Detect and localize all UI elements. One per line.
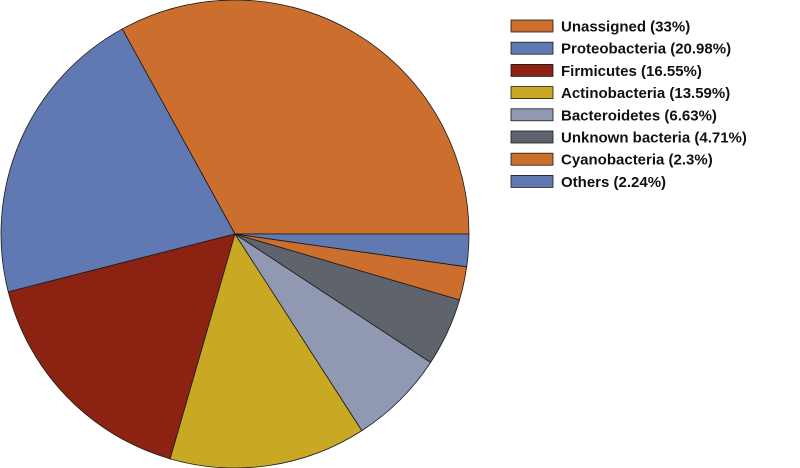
legend-label: Others (2.24%): [561, 174, 666, 191]
legend-item-proteobacteria: Proteobacteria (20.98%): [510, 41, 731, 58]
legend-item-unknown-bacteria: Unknown bacteria (4.71%): [510, 130, 747, 147]
legend-swatch: [510, 64, 554, 77]
legend-swatch: [510, 86, 554, 99]
legend-label: Cyanobacteria (2.3%): [561, 152, 713, 169]
pie-slice-proteobacteria: [0, 28, 236, 293]
legend-swatch: [510, 41, 554, 55]
legend-swatch: [510, 130, 554, 144]
legend-item-bacteroidetes: Bacteroidetes (6.63%): [510, 107, 717, 124]
legend-item-others: Others (2.24%): [510, 174, 666, 191]
legend-label: Unassigned (33%): [561, 19, 690, 36]
legend-swatch: [510, 174, 554, 188]
legend-item-actinobacteria: Actinobacteria (13.59%): [510, 85, 730, 102]
pie-slices: [0, 0, 470, 468]
pie-slice-actinobacteria: [169, 233, 363, 468]
legend-swatch: [510, 19, 554, 33]
legend-swatch: [510, 152, 554, 166]
legend-item-cyanobacteria: Cyanobacteria (2.3%): [510, 152, 713, 169]
legend-item-firmicutes: Firmicutes (16.55%): [510, 63, 702, 80]
legend-swatch: [510, 108, 554, 122]
pie-slice-firmicutes: [7, 233, 236, 460]
legend-label: Unknown bacteria (4.71%): [561, 130, 747, 147]
pie-slice-unassigned: [121, 0, 470, 235]
legend-item-unassigned: Unassigned (33%): [510, 19, 690, 36]
legend: Unassigned (33%) Proteobacteria (20.98%) F…: [510, 19, 747, 191]
pie-slice-others: [234, 233, 470, 268]
legend-label: Bacteroidetes (6.63%): [561, 107, 717, 124]
legend-label: Proteobacteria (20.98%): [561, 41, 731, 58]
legend-label: Firmicutes (16.55%): [561, 63, 702, 80]
legend-label: Actinobacteria (13.59%): [561, 85, 730, 102]
